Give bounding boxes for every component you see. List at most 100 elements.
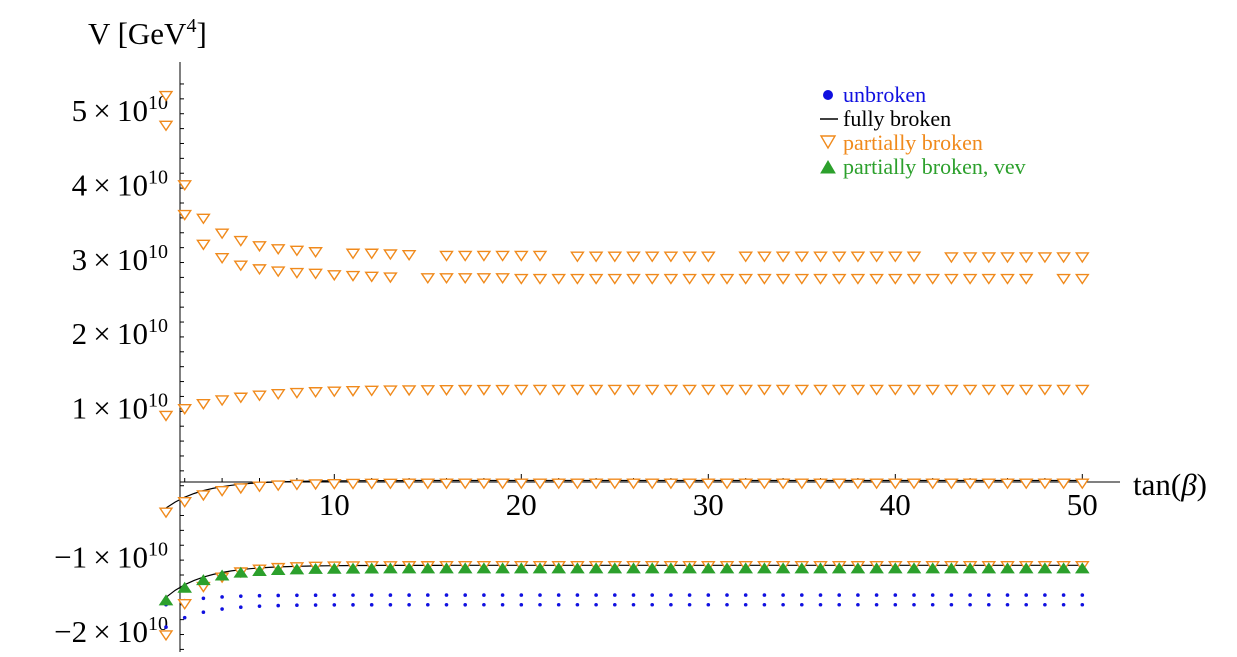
data-point [743,593,748,597]
data-point [818,593,823,597]
data-point [663,478,679,490]
data-point [1043,593,1047,597]
data-point [981,478,997,490]
data-point [551,384,567,396]
data-point [519,593,524,597]
data-point [663,251,679,263]
data-point [682,562,697,574]
data-point [345,248,361,260]
data-point [500,593,505,597]
data-point [831,273,847,285]
data-point [813,478,828,490]
data-point [1037,252,1053,264]
data-point [1018,562,1034,574]
data-point [233,235,249,247]
data-point [383,272,398,284]
data-point [613,602,617,607]
y-tick-label: 4 × 1010 [72,166,168,202]
data-point [364,562,380,574]
data-point [794,251,810,263]
data-point [214,253,230,264]
data-point [874,602,879,607]
data-point [869,273,884,285]
data-point [177,180,193,192]
data-point [762,593,767,597]
data-point [476,273,492,285]
data-point [626,478,641,490]
data-point [233,260,249,272]
data-point [850,478,866,490]
data-point [831,562,847,574]
data-point [607,273,623,285]
data-point [1005,602,1010,607]
data-point [738,478,754,490]
data-point [837,593,841,597]
data-point [588,251,604,263]
data-point [781,602,785,607]
data-point [383,478,398,490]
data-point [949,602,954,607]
data-point [700,251,716,263]
data-point [775,384,791,396]
data-point [401,385,417,397]
data-point [1056,562,1071,574]
data-point [383,249,398,261]
data-point [887,251,903,263]
data-point [925,273,941,285]
data-point [856,593,860,597]
data-point [762,602,767,607]
data-point [850,384,866,396]
data-point [869,562,884,574]
data-point [981,562,997,574]
data-point [575,602,580,607]
data-point [158,410,174,422]
data-point [214,485,230,497]
data-point [968,593,972,597]
x-axis-title: tan(β) [1133,467,1207,502]
data-point [364,248,380,260]
data-point [495,478,510,490]
y-tick-label: 1 × 1010 [72,390,168,426]
data-point [962,478,978,490]
data-point [196,398,211,410]
data-point [912,593,916,597]
data-point [532,562,548,574]
data-point [663,273,679,285]
data-point [1074,384,1090,396]
data-point [369,603,374,607]
data-point [439,478,454,490]
data-point [196,239,211,251]
data-point [757,251,772,263]
data-point [201,610,206,614]
data-point [1043,602,1047,607]
data-point [644,562,660,574]
data-point [401,478,417,490]
data-point [570,273,585,285]
data-point [1000,384,1015,396]
data-point [987,602,991,607]
data-point [457,478,473,490]
y-tick-label: 2 × 1010 [72,315,168,351]
data-point [650,602,654,607]
data-point [407,602,411,607]
data-point [1074,252,1090,264]
data-point [313,593,318,598]
data-point [682,251,697,263]
data-point [295,603,299,608]
data-point [495,250,510,262]
y-tick-label: −1 × 1010 [54,538,168,574]
data-point [968,602,972,607]
data-point [420,273,436,285]
x-tick-label: 40 [880,487,911,522]
data-point [706,602,711,607]
data-point [818,602,823,607]
data-point [1056,478,1071,490]
data-point [519,602,524,607]
data-point [289,563,305,575]
data-point [588,562,604,574]
data-point [513,478,529,490]
data-point [457,273,473,285]
data-point [757,384,772,396]
data-point [794,273,810,285]
